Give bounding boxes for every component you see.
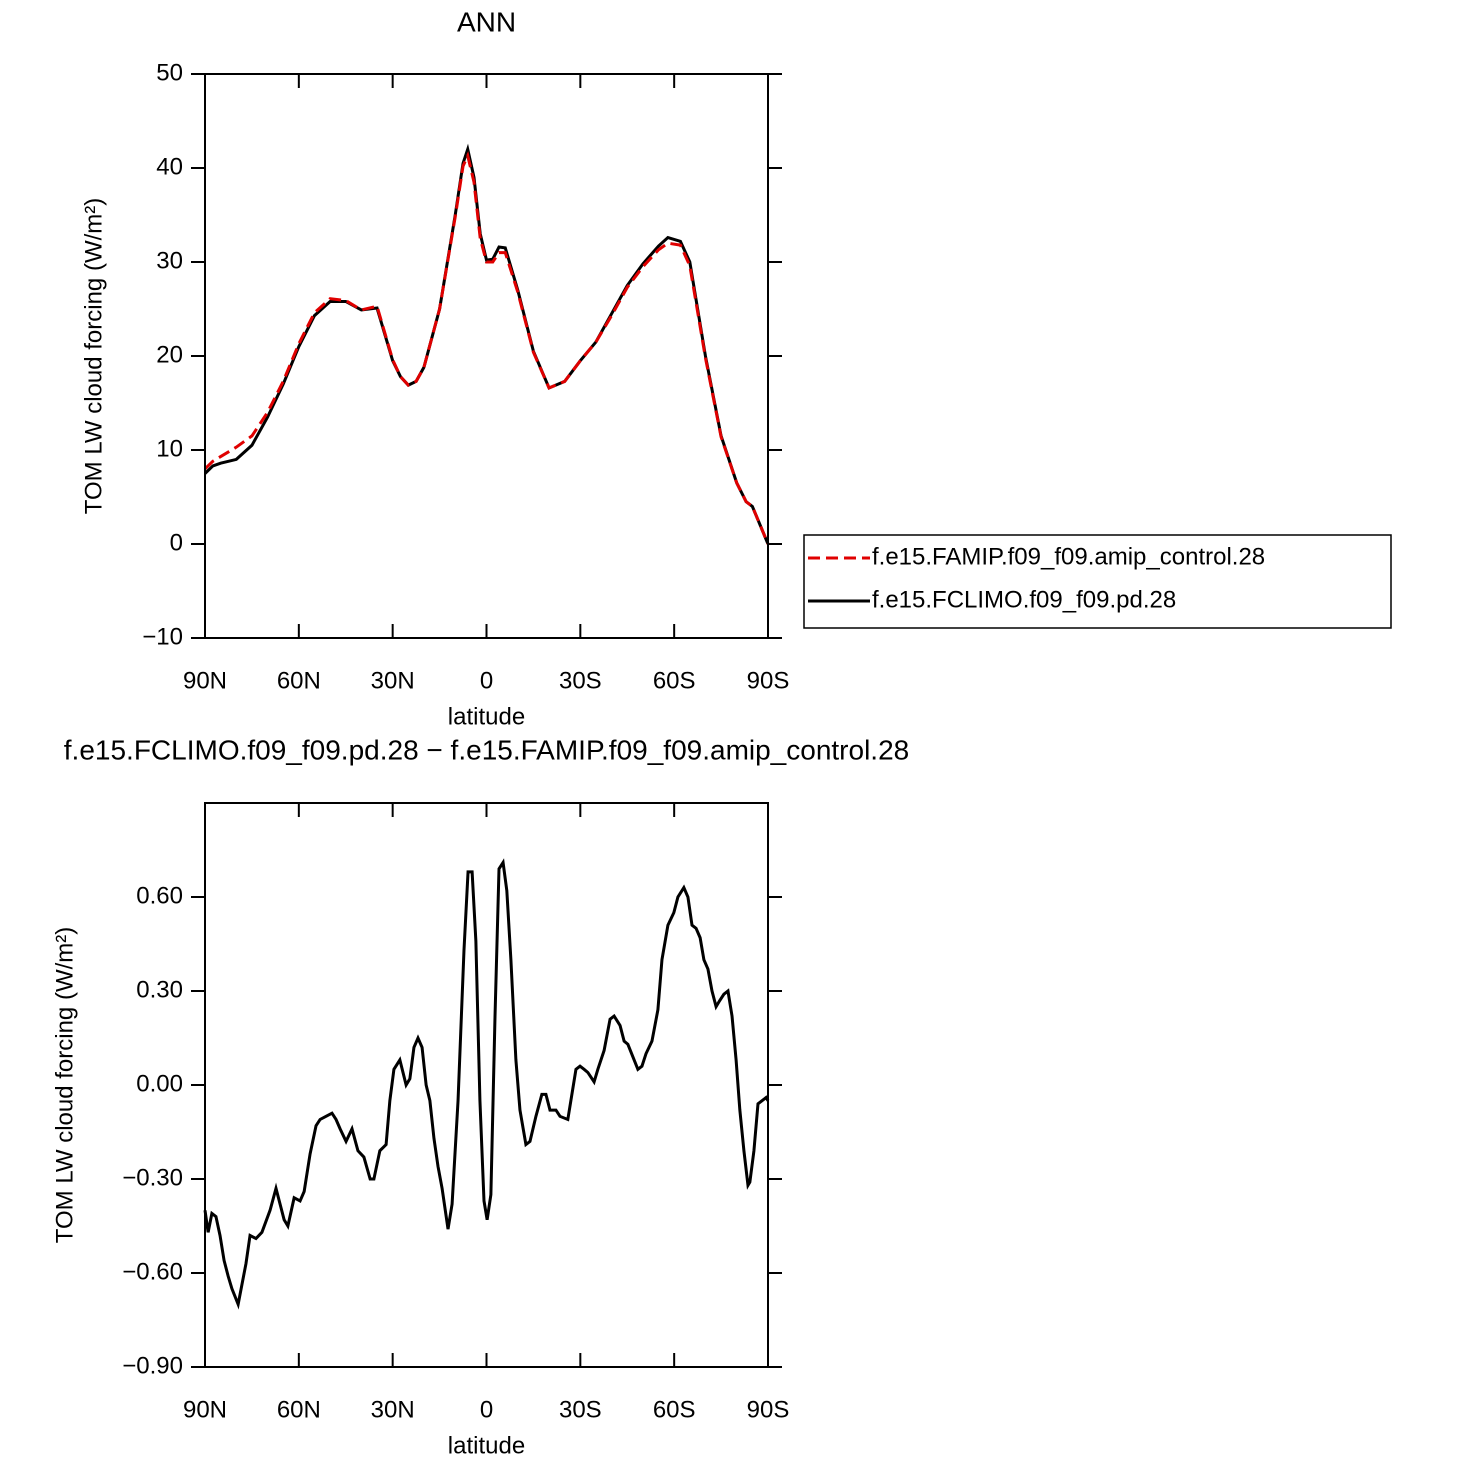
legend: f.e15.FAMIP.f09_f09.amip_control.28 f.e15… [803,534,1392,629]
chart-title: f.e15.FCLIMO.f09_f09.pd.28 − f.e15.FAMIP… [64,734,909,765]
x-tick-label: 0 [480,667,493,694]
y-tick-label: −10 [142,623,183,650]
y-tick-label: −0.90 [122,1352,183,1379]
plot: ANN latitude TOM LW cloud forcing (W/m²) −1… [80,6,1392,730]
x-tick-label: 60N [277,667,321,694]
legend-label: f.e15.FAMIP.f09_f09.amip_control.28 [872,543,1265,570]
data-line [203,151,770,545]
x-axis-label: latitude [448,1432,525,1459]
x-tick-label: 30S [559,1396,602,1423]
x-axis-label: latitude [448,703,525,730]
plot-frame [204,802,769,1368]
x-tick-label: 60S [653,1396,696,1423]
y-tick-label: 30 [156,247,183,274]
y-tick-label: 0.30 [136,976,183,1003]
x-tick-label: 30N [371,667,415,694]
x-tick-label: 30S [559,667,602,694]
x-tick-label: 90N [183,1396,227,1423]
y-tick-label: 10 [156,435,183,462]
x-tick-label: 60S [653,667,696,694]
data-line [203,858,770,1310]
legend-box [803,534,1392,629]
y-tick-label: −0.60 [122,1258,183,1285]
y-tick-label: 0.00 [136,1070,183,1097]
y-tick-label: 50 [156,59,183,86]
plot: f.e15.FCLIMO.f09_f09.pd.28 − f.e15.FAMIP… [51,734,909,1459]
x-tick-label: 60N [277,1396,321,1423]
x-tick-label: 90S [747,667,790,694]
data-line [203,143,770,545]
legend-label: f.e15.FCLIMO.f09_f09.pd.28 [872,586,1176,613]
chart-title: ANN [457,6,516,37]
y-tick-label: 0 [170,529,183,556]
y-axis-label: TOM LW cloud forcing (W/m²) [80,198,107,514]
x-tick-label: 90N [183,667,227,694]
y-axis-label: TOM LW cloud forcing (W/m²) [51,927,78,1243]
y-tick-label: −0.30 [122,1164,183,1191]
plot-frame [204,73,769,639]
x-tick-label: 30N [371,1396,415,1423]
x-tick-label: 90S [747,1396,790,1423]
x-tick-label: 0 [480,1396,493,1423]
y-tick-label: 20 [156,341,183,368]
y-tick-label: 0.60 [136,882,183,909]
y-tick-label: 40 [156,153,183,180]
